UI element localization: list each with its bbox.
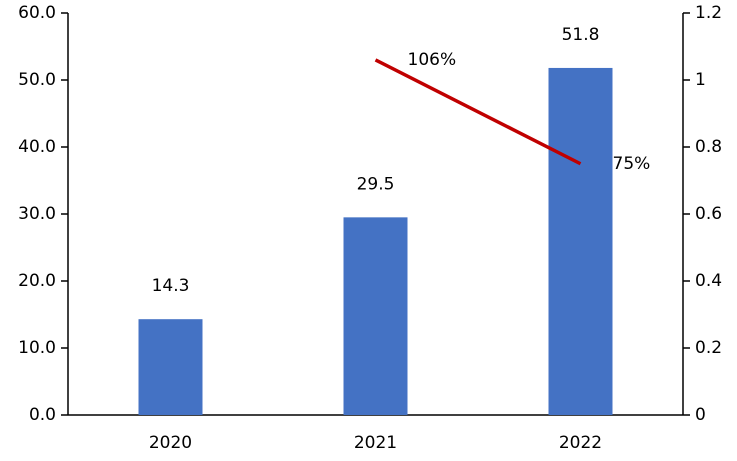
y2-tick-label: 0.6 <box>695 204 722 224</box>
y2-tick-label: 0.2 <box>695 338 722 358</box>
bar <box>138 319 203 415</box>
y-tick-label: 0.0 <box>29 405 56 425</box>
y2-tick-label: 1 <box>695 70 706 90</box>
y-tick-label: 20.0 <box>18 271 56 291</box>
y-tick-label: 50.0 <box>18 70 56 90</box>
y2-tick-label: 0 <box>695 405 706 425</box>
bar <box>343 217 408 415</box>
x-tick-label: 2021 <box>354 433 397 453</box>
y2-tick-label: 1.2 <box>695 3 722 23</box>
y-tick-label: 40.0 <box>18 137 56 157</box>
y-tick-label: 30.0 <box>18 204 56 224</box>
y2-tick-label: 0.4 <box>695 271 722 291</box>
line-value-label: 106% <box>408 50 457 70</box>
x-tick-label: 2022 <box>559 433 602 453</box>
x-tick-label: 2020 <box>149 433 192 453</box>
y-tick-label: 10.0 <box>18 338 56 358</box>
line-value-label: 75% <box>613 154 651 174</box>
line <box>374 58 582 166</box>
bar-value-label: 29.5 <box>357 174 395 194</box>
y2-tick-label: 0.8 <box>695 137 722 157</box>
bar-value-label: 14.3 <box>152 276 190 296</box>
bar <box>548 67 613 415</box>
y-tick-label: 60.0 <box>18 3 56 23</box>
bar-value-label: 51.8 <box>562 25 600 45</box>
